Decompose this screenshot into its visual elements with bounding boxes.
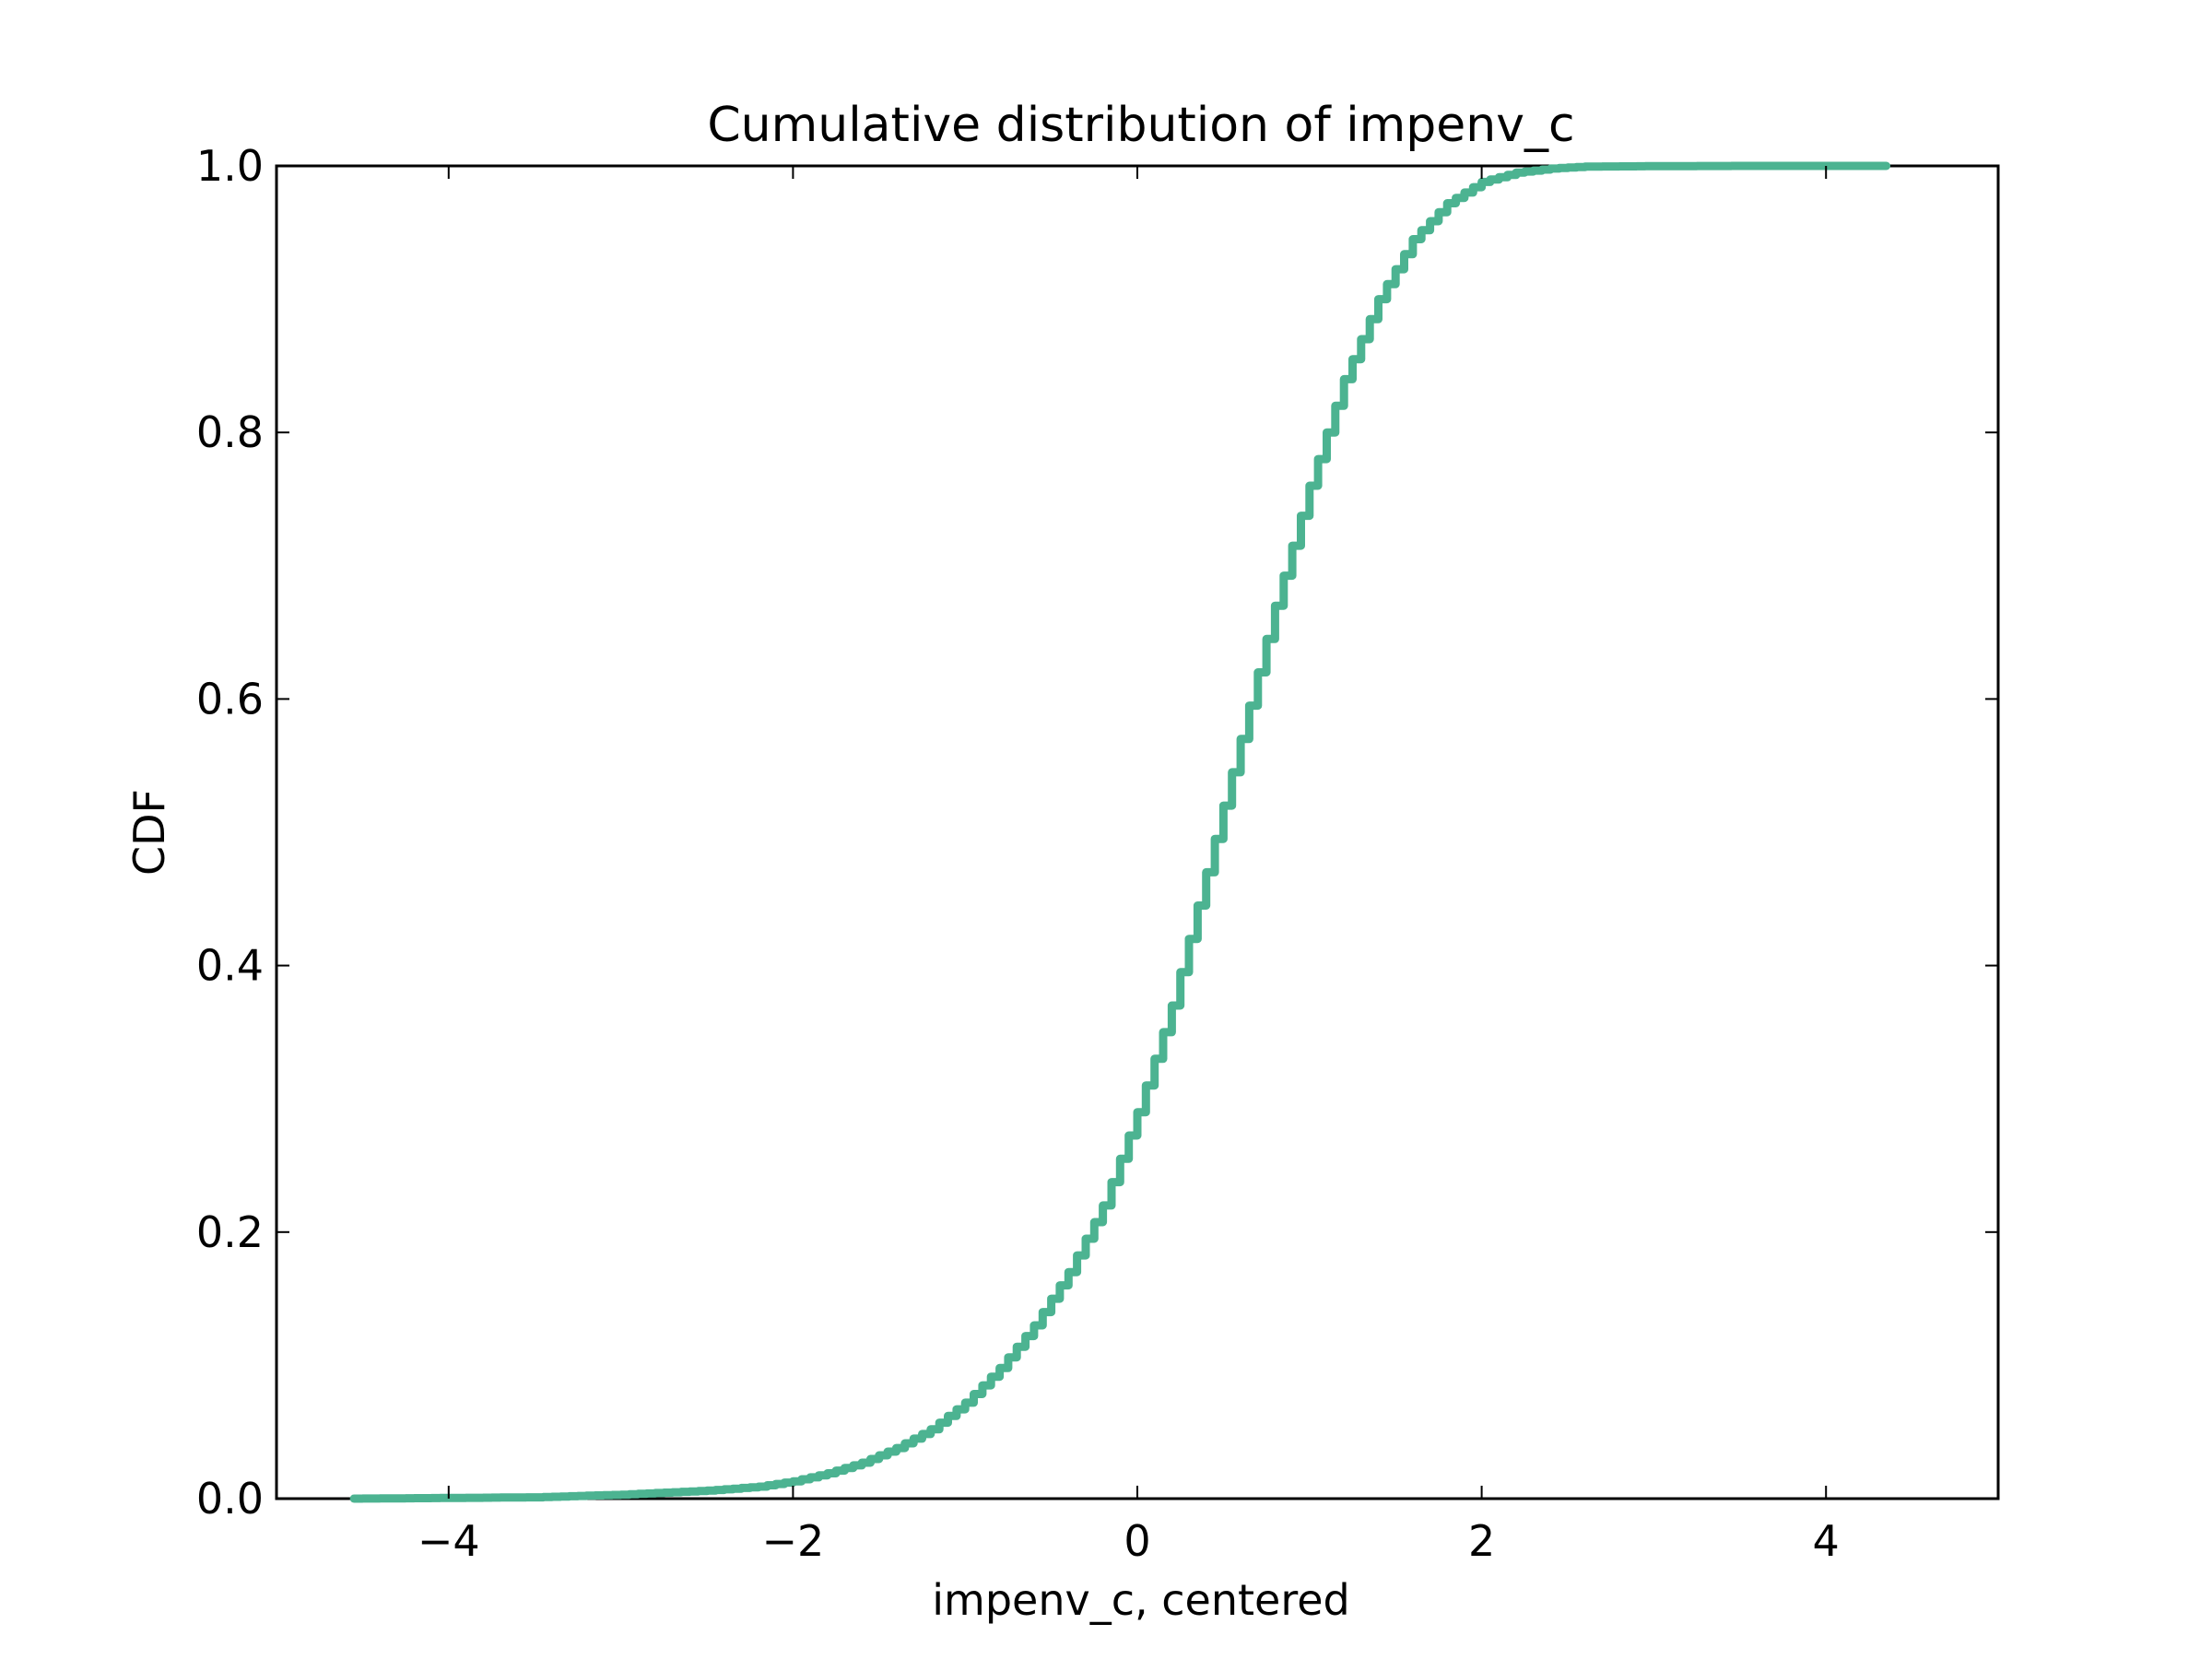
y-axis-label: CDF	[124, 789, 174, 876]
y-tick-label: 0.0	[196, 1474, 264, 1524]
plot-area	[275, 161, 2000, 1503]
y-tick-label: 0.6	[196, 674, 264, 724]
y-tick-label: 0.8	[196, 407, 264, 457]
x-tick-label: −4	[418, 1516, 480, 1566]
y-axis: 0.0 0.2 0.4 0.6 0.8 1.0	[196, 141, 1998, 1524]
x-tick-label: 2	[1468, 1516, 1495, 1566]
chart-title: Cumulative distribution of impenv_c	[707, 98, 1574, 153]
x-tick-label: 0	[1124, 1516, 1150, 1566]
x-axis-label: impenv_c, centered	[932, 1575, 1350, 1625]
y-tick-label: 0.4	[196, 941, 264, 991]
y-tick-label: 1.0	[196, 141, 264, 191]
x-tick-label: −2	[761, 1516, 824, 1566]
x-tick-label: 4	[1813, 1516, 1840, 1566]
y-tick-label: 0.2	[196, 1207, 264, 1257]
cdf-series-line	[349, 161, 1891, 1503]
plot-frame	[275, 164, 2000, 1500]
x-axis: −4 −2 0 2 4	[418, 166, 1840, 1566]
